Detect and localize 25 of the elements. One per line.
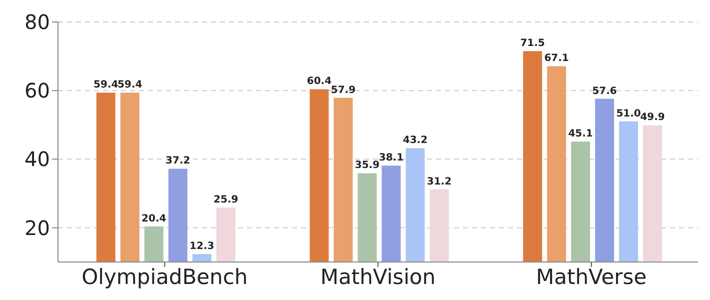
data-label: 35.9 [354,160,380,172]
data-label: 37.2 [166,156,190,167]
data-label: 20.4 [142,213,166,224]
y-tick-label: 60 [24,78,50,103]
y-tick-label: 40 [24,147,50,172]
x-tick-label: MathVision [320,264,436,289]
y-tick-label: 80 [24,10,50,34]
data-label: 38.1 [378,152,404,164]
data-label: 57.6 [592,86,617,97]
data-label: 43.2 [402,135,428,146]
data-label: 60.4 [306,76,332,88]
data-label: 49.9 [640,112,665,124]
data-label: 59.4 [94,80,118,91]
data-label: 12.3 [190,241,214,252]
data-label: 51.0 [616,108,641,120]
data-label: 57.9 [330,84,356,96]
data-label: 71.5 [520,38,545,50]
data-label: 59.4 [118,80,142,91]
data-label: 67.1 [544,53,569,64]
x-tick-label: OlympiadBench [82,264,248,289]
data-label: 31.2 [426,176,452,188]
data-label: 25.9 [214,194,238,206]
y-tick-label: 20 [24,216,50,240]
x-tick-label: MathVerse [536,264,647,289]
data-label: 45.1 [568,128,593,140]
